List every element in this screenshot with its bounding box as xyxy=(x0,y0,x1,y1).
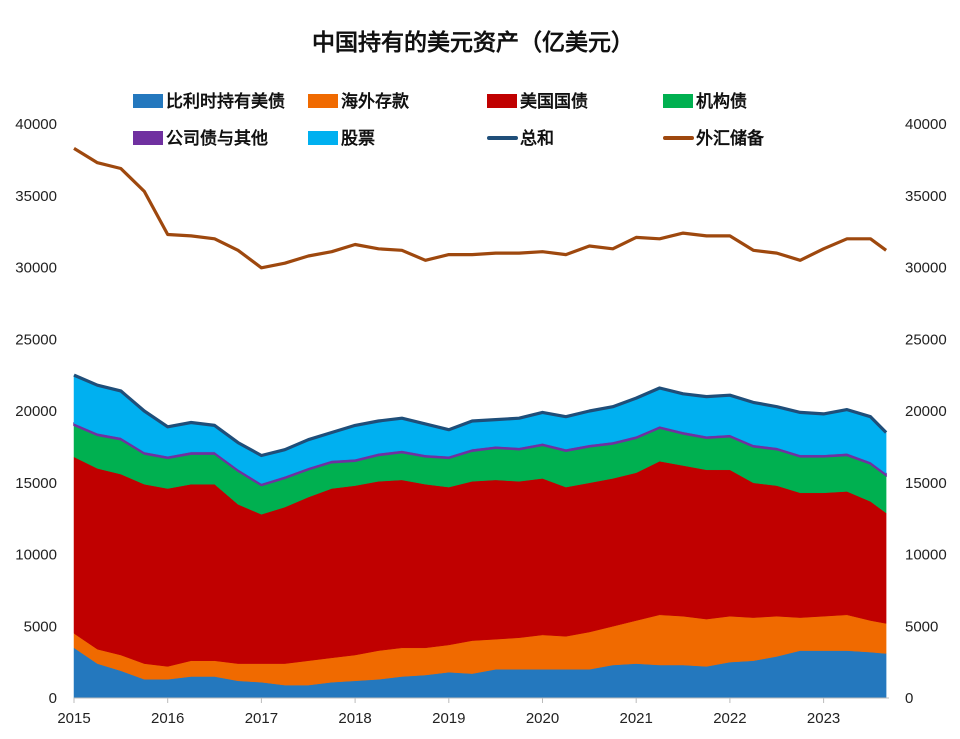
line-6 xyxy=(73,373,888,458)
y-tick-label-left: 10000 xyxy=(15,547,57,564)
y-tick-label-right: 25000 xyxy=(905,331,947,348)
legend-label: 美国国债 xyxy=(520,91,588,111)
y-tick-label-left: 0 xyxy=(49,690,57,707)
legend-swatch xyxy=(133,131,163,145)
y-tick-label-left: 25000 xyxy=(15,331,57,348)
line-series xyxy=(73,147,888,458)
legend-item: 海外存款 xyxy=(308,91,410,111)
legend-item: 公司债与其他 xyxy=(133,128,268,148)
legend-label: 外汇储备 xyxy=(696,128,765,148)
legend-item: 股票 xyxy=(308,129,375,148)
legend-swatch xyxy=(487,94,517,108)
x-tick-label: 2019 xyxy=(432,710,465,727)
line-7 xyxy=(73,147,888,270)
stacked-areas xyxy=(73,374,887,699)
chart-title: 中国持有的美元资产（亿美元） xyxy=(312,29,634,55)
legend-label: 机构债 xyxy=(696,91,747,111)
legend-item: 美国国债 xyxy=(487,91,588,111)
legend-swatch xyxy=(308,94,338,108)
x-tick-label: 2021 xyxy=(620,710,653,727)
y-tick-label-left: 30000 xyxy=(15,260,57,277)
legend-swatch xyxy=(663,94,693,108)
legend-label: 公司债与其他 xyxy=(166,128,268,148)
y-tick-label-right: 5000 xyxy=(905,618,938,635)
legend-label: 比利时持有美债 xyxy=(166,91,285,111)
y-tick-label-left: 40000 xyxy=(15,116,57,133)
y-tick-label-left: 15000 xyxy=(15,475,57,492)
x-tick-label: 2016 xyxy=(151,710,184,727)
y-tick-label-right: 15000 xyxy=(905,475,947,492)
legend-item: 比利时持有美债 xyxy=(133,91,285,111)
x-tick-label: 2018 xyxy=(338,710,371,727)
y-tick-label-right: 10000 xyxy=(905,547,947,564)
y-tick-label-right: 20000 xyxy=(905,403,947,420)
legend-item: 外汇储备 xyxy=(663,128,765,148)
legend-label: 股票 xyxy=(341,129,375,148)
legend-swatch xyxy=(308,131,338,145)
x-tick-label: 2015 xyxy=(57,710,90,727)
y-tick-label-left: 5000 xyxy=(24,618,57,635)
x-tick-label: 2023 xyxy=(807,710,840,727)
y-tick-label-left: 35000 xyxy=(15,188,57,205)
y-tick-label-left: 20000 xyxy=(15,403,57,420)
y-tick-label-right: 30000 xyxy=(905,260,947,277)
x-tick-label: 2022 xyxy=(713,710,746,727)
y-tick-label-right: 35000 xyxy=(905,188,947,205)
axes: 2015 2016 2017 2018 2019 2020 2021 2022 2023 0 0 50… xyxy=(15,116,946,727)
legend-label: 总和 xyxy=(520,128,554,148)
legend-swatch xyxy=(133,94,163,108)
legend-item: 机构债 xyxy=(663,91,747,111)
x-tick-label: 2020 xyxy=(526,710,559,727)
legend-label: 海外存款 xyxy=(341,91,410,111)
y-tick-label-right: 0 xyxy=(905,690,913,707)
legend-item: 总和 xyxy=(487,128,554,148)
y-tick-label-right: 40000 xyxy=(905,116,947,133)
x-tick-label: 2017 xyxy=(245,710,278,727)
